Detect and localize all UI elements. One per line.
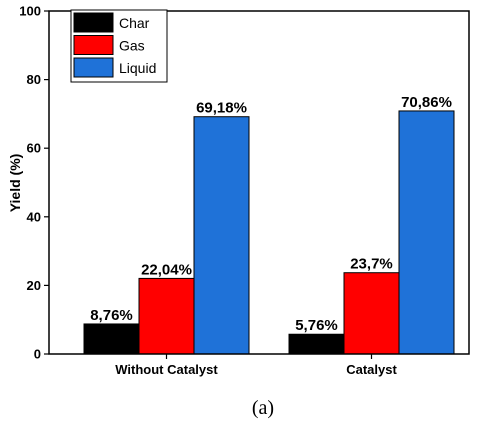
bar-gas-catalyst (343, 272, 400, 355)
y-axis-title: Yield (%) (7, 154, 23, 213)
legend-swatch-char (73, 12, 114, 33)
y-tick-label: 20 (27, 278, 41, 293)
data-labels: 8,76% 22,04% 69,18% 5,76% 23,7% 70,86% (90, 94, 452, 334)
x-axis-categories: Without Catalyst Catalyst (115, 354, 397, 377)
bar-char-without-catalyst (83, 323, 140, 355)
figure-caption: (a) (252, 397, 274, 419)
y-tick-label: 0 (34, 347, 41, 362)
data-label-liquid: 69,18% (196, 100, 247, 117)
legend-label-liquid: Liquid (119, 60, 156, 76)
legend-label-gas: Gas (119, 38, 145, 54)
legend-label-char: Char (119, 15, 150, 31)
bar-gas-without-catalyst (138, 277, 195, 355)
y-tick-label: 60 (27, 141, 41, 156)
plot-frame (48, 10, 470, 355)
bar-char-catalyst (288, 333, 345, 355)
bar-group (83, 110, 455, 355)
data-label-gas: 23,7% (350, 256, 393, 273)
legend-swatch-liquid (73, 57, 114, 78)
legend-swatch-gas (73, 35, 114, 55)
x-category-label: Catalyst (346, 362, 397, 377)
data-label-liquid: 70,86% (401, 94, 452, 111)
legend: Char Gas Liquid (70, 9, 168, 83)
y-tick-label: 40 (27, 209, 41, 224)
bar-liquid-catalyst (398, 110, 455, 355)
data-label-gas: 22,04% (141, 261, 192, 278)
data-label-char: 8,76% (90, 307, 133, 324)
x-category-label: Without Catalyst (115, 362, 218, 377)
bar-liquid-without-catalyst (193, 116, 250, 355)
y-axis-ticks: 0 20 40 60 80 100 (19, 4, 49, 362)
y-tick-label: 100 (19, 4, 41, 19)
y-tick-label: 80 (27, 72, 41, 87)
data-label-char: 5,76% (295, 317, 338, 334)
